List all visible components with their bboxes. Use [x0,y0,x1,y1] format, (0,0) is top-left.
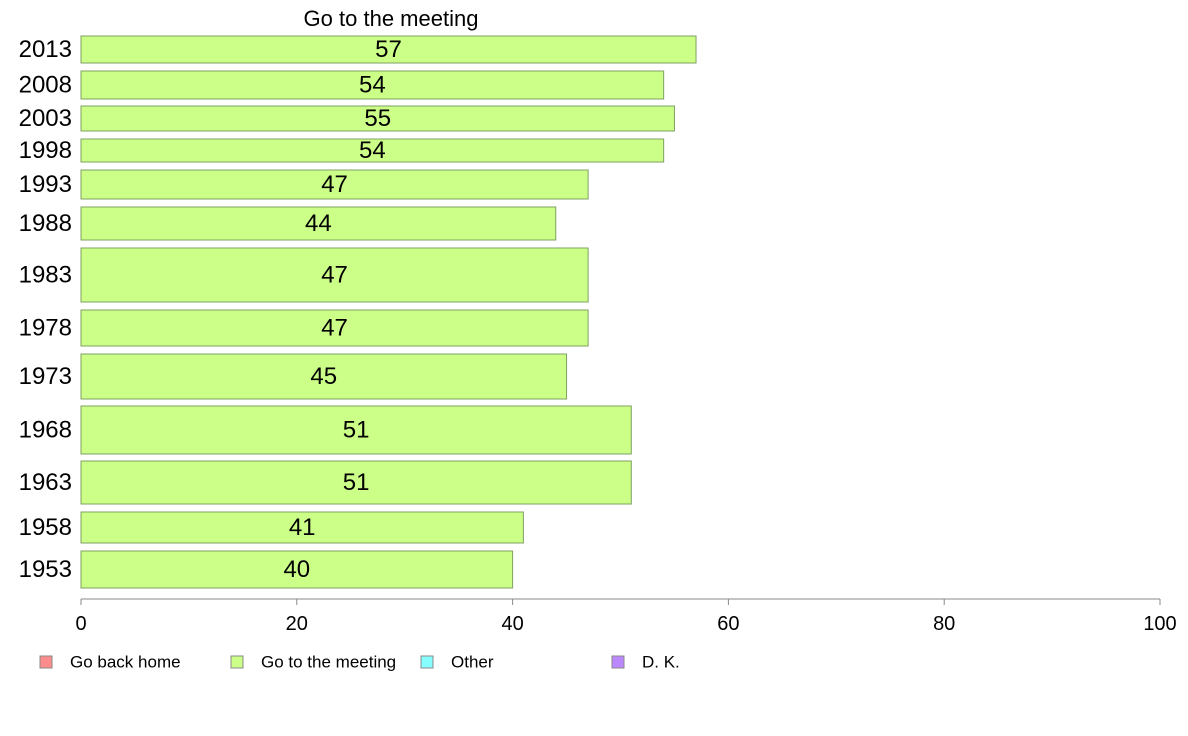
category-label-1998: 1998 [19,137,72,164]
legend-swatch-go-back-home [39,655,53,669]
bar-2008 [80,70,665,100]
category-label-1968: 1968 [19,417,72,444]
data-label-1968: 51 [343,417,370,444]
data-label-2013: 57 [375,36,402,63]
legend-label-other: Other [451,653,494,672]
bar-1968 [80,405,632,455]
bar-1988 [80,206,557,241]
category-label-1973: 1973 [19,363,72,390]
x-tick-label-100: 100 [1143,613,1176,635]
legend-label-d-k: D. K. [642,653,680,672]
data-label-1978: 47 [321,315,348,342]
data-label-2008: 54 [359,72,386,99]
bars-layer: 2013 57 2008 54 2003 55 1998 54 1993 47 1988 44 1983… [19,35,697,589]
legend-swatch-other [420,655,434,669]
x-tick-label-80: 80 [933,613,955,635]
bar-1973 [80,353,568,400]
bar-1998 [80,138,665,163]
bar-1983 [80,247,589,303]
bar-1953 [80,550,514,589]
data-label-1953: 40 [283,556,310,583]
category-label-1978: 1978 [19,315,72,342]
data-label-1963: 51 [343,469,370,496]
data-label-1958: 41 [289,514,316,541]
legend-label-go-back-home: Go back home [70,653,181,672]
legend: Go back home Go to the meeting Other D. K. [39,653,680,672]
category-label-1988: 1988 [19,210,72,237]
category-label-1993: 1993 [19,171,72,198]
data-label-1988: 44 [305,210,332,237]
data-label-1998: 54 [359,137,386,164]
category-label-1953: 1953 [19,556,72,583]
x-tick-label-20: 20 [286,613,308,635]
x-tick-label-40: 40 [501,613,523,635]
data-label-2003: 55 [364,105,391,132]
x-tick-label-0: 0 [75,613,86,635]
x-axis: 0 20 40 60 80 100 [75,598,1177,635]
chart-title: Go to the meeting [304,6,479,31]
bar-1978 [80,309,589,347]
category-label-2003: 2003 [19,105,72,132]
bar-1993 [80,169,589,200]
category-label-2008: 2008 [19,72,72,99]
x-tick-label-60: 60 [717,613,739,635]
legend-swatch-d-k [611,655,625,669]
data-label-1983: 47 [321,262,348,289]
legend-swatch-go-to-the-meeting [230,655,244,669]
legend-label-go-to-the-meeting: Go to the meeting [261,653,396,672]
bar-1958 [80,511,524,544]
data-label-1973: 45 [310,363,337,390]
category-label-1958: 1958 [19,514,72,541]
bar-1963 [80,460,632,505]
category-label-1963: 1963 [19,469,72,496]
bar-2013 [80,35,697,64]
bar-2003 [80,105,675,132]
category-label-1983: 1983 [19,262,72,289]
data-label-1993: 47 [321,171,348,198]
category-label-2013: 2013 [19,36,72,63]
